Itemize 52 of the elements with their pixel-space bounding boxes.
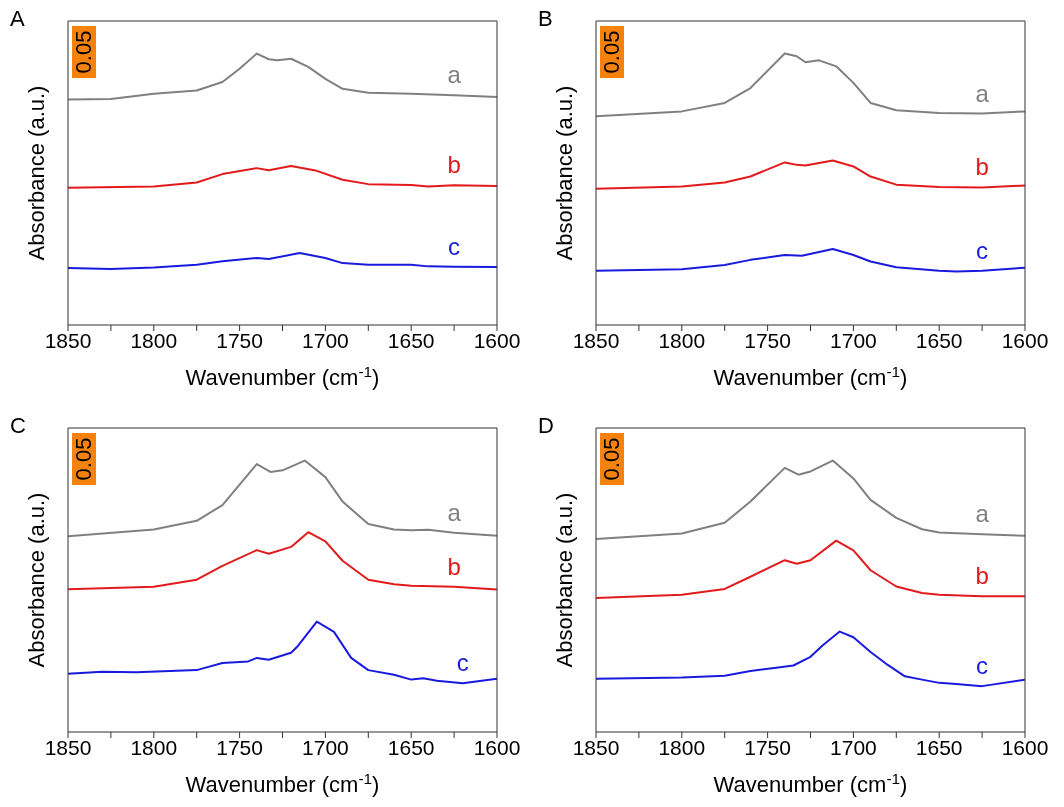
x-tick-label: 1600 [1001, 328, 1049, 352]
x-tick-label: 1750 [216, 735, 263, 759]
series-label: b [975, 562, 989, 590]
chart-title: D [538, 413, 554, 438]
x-tick-label: 1650 [387, 735, 435, 759]
y-axis-title: Absorbance (a.u.) [23, 492, 49, 668]
x-axis-title: Wavenumber (cm$^{-1}$) [713, 769, 908, 797]
series-label: c [976, 652, 989, 680]
chart-title: B [538, 6, 553, 31]
annotation: 0.05 [599, 30, 625, 74]
x-tick-label: 1800 [130, 328, 178, 352]
y-axis-title: Absorbance (a.u.) [23, 85, 49, 261]
series-label: b [447, 552, 461, 580]
x-tick-label: 1650 [387, 328, 435, 352]
x-tick-label: 1850 [44, 328, 92, 352]
x-tick-label: 1850 [44, 735, 92, 759]
x-tick-label: 1650 [915, 735, 963, 759]
x-axis-title: Wavenumber (cm$^{-1}$) [185, 362, 380, 390]
series-label: a [975, 500, 990, 528]
series-label: c [976, 236, 989, 264]
series-label: a [447, 498, 462, 526]
x-tick-label: 1850 [572, 328, 620, 352]
x-tick-label: 1600 [1001, 735, 1049, 759]
x-tick-label: 1700 [302, 735, 349, 759]
x-tick-label: 1850 [572, 735, 620, 759]
x-tick-label: 1750 [216, 328, 263, 352]
x-tick-label: 1800 [130, 735, 178, 759]
x-tick-label: 1700 [830, 735, 877, 759]
x-tick-label: 1800 [658, 328, 706, 352]
x-tick-label: 1700 [302, 328, 349, 352]
x-tick-label: 1700 [830, 328, 877, 352]
annotation: 0.05 [71, 30, 97, 74]
x-tick-label: 1600 [473, 735, 521, 759]
annotation: 0.05 [599, 437, 625, 481]
x-tick-label: 1650 [915, 328, 963, 352]
series-label: a [975, 79, 990, 107]
x-tick-label: 1600 [473, 328, 521, 352]
x-tick-label: 1750 [744, 328, 791, 352]
x-axis-title: Wavenumber (cm$^{-1}$) [185, 769, 380, 797]
y-axis-title: Absorbance (a.u.) [551, 85, 577, 261]
series-label: b [447, 151, 461, 179]
annotation: 0.05 [71, 437, 97, 481]
y-axis-title: Absorbance (a.u.) [551, 492, 577, 668]
series-label: b [975, 153, 989, 181]
x-tick-label: 1800 [658, 735, 706, 759]
x-tick-label: 1750 [744, 735, 791, 759]
series-label: c [448, 232, 461, 260]
chart-title: C [10, 413, 26, 438]
series-label: a [447, 61, 462, 89]
series-label: c [456, 649, 469, 677]
x-axis-title: Wavenumber (cm$^{-1}$) [713, 362, 908, 390]
chart-title: A [10, 6, 25, 31]
